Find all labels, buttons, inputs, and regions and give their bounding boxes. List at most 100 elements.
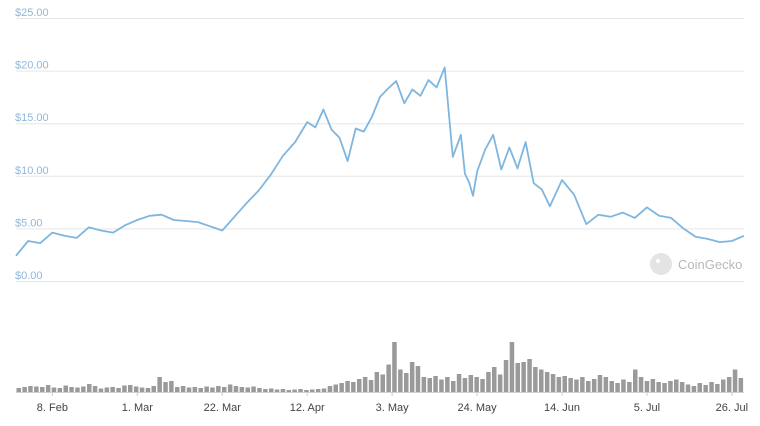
- x-tick-label: 3. May: [376, 402, 410, 414]
- price-line: [15, 66, 745, 257]
- volume-bar: [615, 383, 620, 392]
- volume-bar: [715, 384, 720, 392]
- volume-bar: [556, 377, 562, 392]
- volume-bar: [157, 377, 162, 392]
- volume-bar: [133, 386, 139, 392]
- volume-bar: [98, 388, 104, 392]
- volume-bar: [445, 377, 450, 392]
- volume-bar: [721, 379, 726, 392]
- volume-bar: [163, 382, 168, 392]
- volume-bar: [433, 376, 438, 392]
- volume-bar: [644, 381, 650, 392]
- volume-bar: [421, 377, 427, 392]
- watermark-label: CoinGecko: [678, 257, 742, 272]
- volume-bar: [674, 379, 679, 392]
- volume-bar: [304, 390, 309, 392]
- volume-bar: [139, 387, 145, 392]
- volume-bar: [22, 387, 27, 392]
- volume-bar: [515, 363, 520, 392]
- volume-bar: [679, 382, 685, 392]
- volume-bar: [691, 386, 697, 392]
- volume-bar: [357, 379, 362, 392]
- volume-bar: [251, 386, 256, 392]
- volume-bar: [427, 378, 432, 392]
- volume-bar: [451, 381, 456, 392]
- y-axis-ticks: $25.00 $20.00 $15.00 $10.00 $5.00 $0.00: [15, 7, 49, 282]
- volume-bar: [204, 386, 209, 392]
- volume-bar: [274, 389, 280, 392]
- volume-bar: [709, 382, 714, 392]
- volume-bar: [321, 388, 327, 392]
- volume-bar: [327, 386, 333, 392]
- volume-bar: [28, 386, 33, 392]
- volume-bar: [609, 381, 614, 392]
- volume-bar: [110, 387, 115, 392]
- volume-bar: [75, 387, 80, 392]
- volume-bar: [627, 382, 632, 392]
- volume-bar: [685, 384, 691, 392]
- y-tick-label: $15.00: [15, 112, 49, 124]
- volume-bar: [492, 367, 497, 392]
- volume-bar: [509, 342, 515, 392]
- volume-bar: [415, 366, 421, 392]
- volume-bar: [186, 387, 192, 392]
- coingecko-watermark: CoinGecko: [650, 253, 742, 275]
- volume-bar: [362, 377, 368, 392]
- volume-bar: [286, 390, 292, 392]
- volume-bar: [456, 374, 462, 392]
- volume-bar: [263, 389, 268, 392]
- volume-bar: [180, 386, 186, 392]
- volume-bar: [315, 389, 321, 392]
- y-tick-label: $25.00: [15, 7, 49, 19]
- volume-bar: [550, 374, 556, 392]
- x-axis-ticks: 8. Feb 1. Mar 22. Mar 12. Apr 3. May 24. May 1…: [37, 392, 748, 414]
- volume-bar: [656, 382, 661, 392]
- volume-bar: [633, 369, 638, 392]
- volume-bar: [603, 377, 609, 392]
- volume-bar: [222, 387, 227, 392]
- volume-bar: [544, 372, 550, 392]
- volume-bar: [638, 377, 644, 392]
- volume-bar: [351, 382, 356, 392]
- volume-bar: [392, 342, 397, 392]
- volume-bar: [562, 376, 567, 392]
- volume-bar: [668, 381, 673, 392]
- volume-bar: [128, 385, 133, 392]
- volume-bar: [574, 379, 579, 392]
- volume-bar: [650, 379, 656, 392]
- x-tick-label: 8. Feb: [37, 402, 68, 414]
- volume-bar: [380, 374, 385, 392]
- volume-bar: [474, 377, 479, 392]
- volume-bar: [92, 386, 98, 392]
- x-tick-label: 12. Apr: [290, 402, 325, 414]
- gecko-logo-icon: [650, 253, 672, 275]
- volume-bar: [368, 380, 374, 392]
- volume-bar: [597, 375, 603, 392]
- volume-bar: [87, 384, 92, 392]
- gecko-eye-icon: [655, 258, 661, 264]
- volume-bar: [580, 377, 585, 392]
- volume-bar: [527, 359, 532, 392]
- volume-bar: [468, 375, 474, 392]
- volume-bar: [116, 388, 121, 392]
- volume-bar: [333, 384, 338, 392]
- volume-bar: [34, 386, 39, 392]
- volume-bar: [175, 387, 180, 392]
- y-tick-label: $0.00: [15, 270, 43, 282]
- volume-bar: [386, 364, 391, 392]
- volume-bar: [533, 367, 538, 392]
- volume-bar: [497, 374, 503, 392]
- y-tick-label: $20.00: [15, 60, 49, 72]
- x-tick-label: 1. Mar: [122, 402, 154, 414]
- volume-bar: [374, 372, 380, 392]
- volume-bar: [298, 389, 303, 392]
- volume-bar: [404, 373, 409, 392]
- volume-bar: [486, 372, 491, 392]
- volume-bar: [339, 383, 344, 392]
- volume-bar: [697, 383, 702, 392]
- volume-bar: [57, 388, 63, 392]
- volume-bar: [122, 385, 127, 392]
- volume-bars: [16, 342, 744, 393]
